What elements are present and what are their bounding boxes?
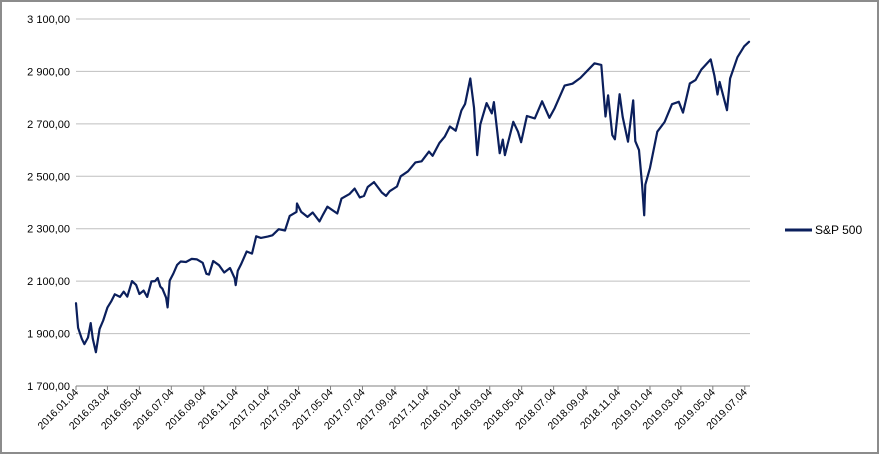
- y-tick-label: 2 300,00: [27, 224, 70, 236]
- y-tick-label: 1 900,00: [27, 329, 70, 341]
- y-tick-label: 2 900,00: [27, 66, 70, 78]
- legend-label-sp500: S&P 500: [815, 223, 862, 237]
- series-line-sp500: [74, 40, 751, 354]
- y-tick-label: 2 700,00: [27, 119, 70, 131]
- y-tick-label: 2 100,00: [27, 276, 70, 288]
- y-tick-label: 3 100,00: [27, 14, 70, 26]
- y-axis-tick-labels: 1 700,00 1 900,00 2 100,00 2 300,00 2 500,00…: [27, 14, 70, 393]
- series-group: [74, 40, 751, 354]
- x-axis: [75, 385, 750, 390]
- y-tick-label: 2 500,00: [27, 171, 70, 183]
- gridlines: [76, 18, 750, 387]
- x-axis-tick-labels: 2016.01.042016.03.042016.05.042016.07.04…: [35, 387, 750, 433]
- y-tick-label: 1 700,00: [27, 381, 70, 393]
- legend: S&P 500: [785, 223, 862, 237]
